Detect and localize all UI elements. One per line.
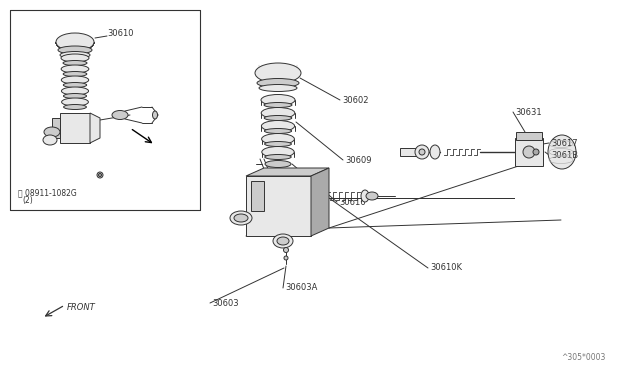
Ellipse shape [284, 256, 288, 260]
Polygon shape [311, 168, 329, 236]
Ellipse shape [63, 93, 86, 99]
Text: Ⓝ 08911-1082G: Ⓝ 08911-1082G [18, 189, 77, 198]
Polygon shape [251, 181, 264, 211]
Ellipse shape [152, 111, 157, 119]
Ellipse shape [257, 78, 299, 87]
Polygon shape [60, 113, 90, 143]
Ellipse shape [255, 63, 301, 83]
Ellipse shape [265, 160, 291, 167]
Ellipse shape [63, 83, 86, 87]
Text: 30616: 30616 [339, 198, 365, 206]
Ellipse shape [99, 173, 102, 176]
Ellipse shape [61, 54, 89, 62]
Ellipse shape [58, 46, 92, 54]
Ellipse shape [264, 115, 292, 121]
Ellipse shape [61, 76, 89, 84]
Ellipse shape [264, 103, 292, 108]
Ellipse shape [262, 147, 294, 157]
Text: 30609: 30609 [345, 155, 371, 164]
Ellipse shape [277, 237, 289, 245]
Ellipse shape [262, 134, 294, 144]
Polygon shape [90, 113, 100, 143]
Ellipse shape [261, 108, 295, 119]
Ellipse shape [265, 154, 291, 160]
Ellipse shape [361, 190, 369, 202]
Ellipse shape [419, 149, 425, 155]
Ellipse shape [97, 172, 103, 178]
Polygon shape [52, 118, 60, 138]
Ellipse shape [112, 110, 128, 119]
Text: 30603: 30603 [212, 298, 239, 308]
Ellipse shape [44, 127, 60, 137]
Text: 30617: 30617 [551, 138, 578, 148]
Ellipse shape [264, 141, 291, 147]
Bar [515, 138, 543, 166]
Text: 30610K: 30610K [430, 263, 462, 273]
Ellipse shape [63, 71, 87, 77]
Bar [329, 198, 515, 199]
Ellipse shape [415, 145, 429, 159]
Bar [400, 148, 424, 156]
Ellipse shape [63, 61, 87, 65]
Ellipse shape [523, 146, 535, 158]
Text: 30603A: 30603A [285, 283, 317, 292]
Ellipse shape [264, 128, 292, 134]
Text: 30610: 30610 [107, 29, 134, 38]
Text: ^305*0003: ^305*0003 [561, 353, 605, 362]
Ellipse shape [61, 98, 88, 106]
Ellipse shape [63, 105, 86, 109]
Ellipse shape [261, 121, 294, 131]
Ellipse shape [60, 51, 90, 58]
Ellipse shape [56, 33, 94, 51]
Ellipse shape [43, 135, 57, 145]
Bar [516, 132, 542, 140]
Bar [246, 176, 311, 236]
Ellipse shape [261, 94, 295, 106]
Polygon shape [246, 168, 329, 176]
Ellipse shape [284, 247, 289, 253]
Ellipse shape [61, 65, 89, 73]
Text: (2): (2) [22, 196, 33, 205]
Ellipse shape [430, 145, 440, 159]
Ellipse shape [366, 192, 378, 200]
Ellipse shape [61, 87, 88, 95]
Ellipse shape [230, 211, 252, 225]
Text: 3061B: 3061B [551, 151, 578, 160]
Ellipse shape [273, 234, 293, 248]
Text: FRONT: FRONT [67, 302, 96, 311]
Ellipse shape [234, 214, 248, 222]
Ellipse shape [259, 84, 297, 92]
Ellipse shape [548, 135, 576, 169]
Ellipse shape [533, 149, 539, 155]
Text: 30602: 30602 [342, 96, 369, 105]
Text: 30631: 30631 [515, 108, 541, 116]
